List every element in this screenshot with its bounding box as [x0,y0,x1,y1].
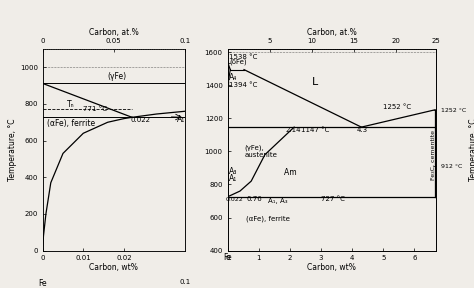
Text: (γFe),
austenite: (γFe), austenite [245,145,277,158]
Text: 2.14: 2.14 [285,127,301,133]
Text: 771 °C: 771 °C [83,106,107,112]
X-axis label: Carbon, wt%: Carbon, wt% [89,263,138,272]
Text: A₁: A₁ [177,115,185,124]
Text: A₁: A₁ [229,174,237,183]
Text: Fe: Fe [223,253,232,262]
Text: 0.022: 0.022 [130,117,150,122]
Text: 0.022: 0.022 [226,197,244,202]
Text: L: L [311,77,318,87]
Text: 0.76: 0.76 [247,196,263,202]
Text: 4.3: 4.3 [357,127,368,133]
Text: A₃: A₃ [229,167,237,176]
Text: (γFe): (γFe) [108,72,127,81]
Text: 1252 °C: 1252 °C [383,104,411,110]
Text: (δFe): (δFe) [229,58,246,65]
Text: (αFe), ferrite: (αFe), ferrite [47,119,95,128]
Text: A₁, A₃: A₁, A₃ [268,198,288,204]
Text: 1538 °C: 1538 °C [229,54,257,60]
X-axis label: Carbon, at.%: Carbon, at.% [89,28,138,37]
X-axis label: Carbon, wt%: Carbon, wt% [307,263,356,272]
Text: Tₙ: Tₙ [67,100,75,109]
Y-axis label: Temperature, °C: Temperature, °C [8,118,17,181]
Text: Fe₃C, cementite: Fe₃C, cementite [430,130,436,180]
Text: 727 °C: 727 °C [321,196,345,202]
Text: A⁣m: A⁣m [283,168,296,177]
Text: 0.1: 0.1 [179,279,191,285]
X-axis label: Carbon, at.%: Carbon, at.% [307,28,356,37]
Text: A₄: A₄ [229,73,237,82]
Text: 1147 °C: 1147 °C [301,127,329,133]
Text: (αFe), ferrite: (αFe), ferrite [246,216,290,222]
Text: 1394 °C: 1394 °C [229,82,257,88]
Y-axis label: Temperature, °C: Temperature, °C [469,118,474,181]
Text: Fe: Fe [38,279,47,288]
